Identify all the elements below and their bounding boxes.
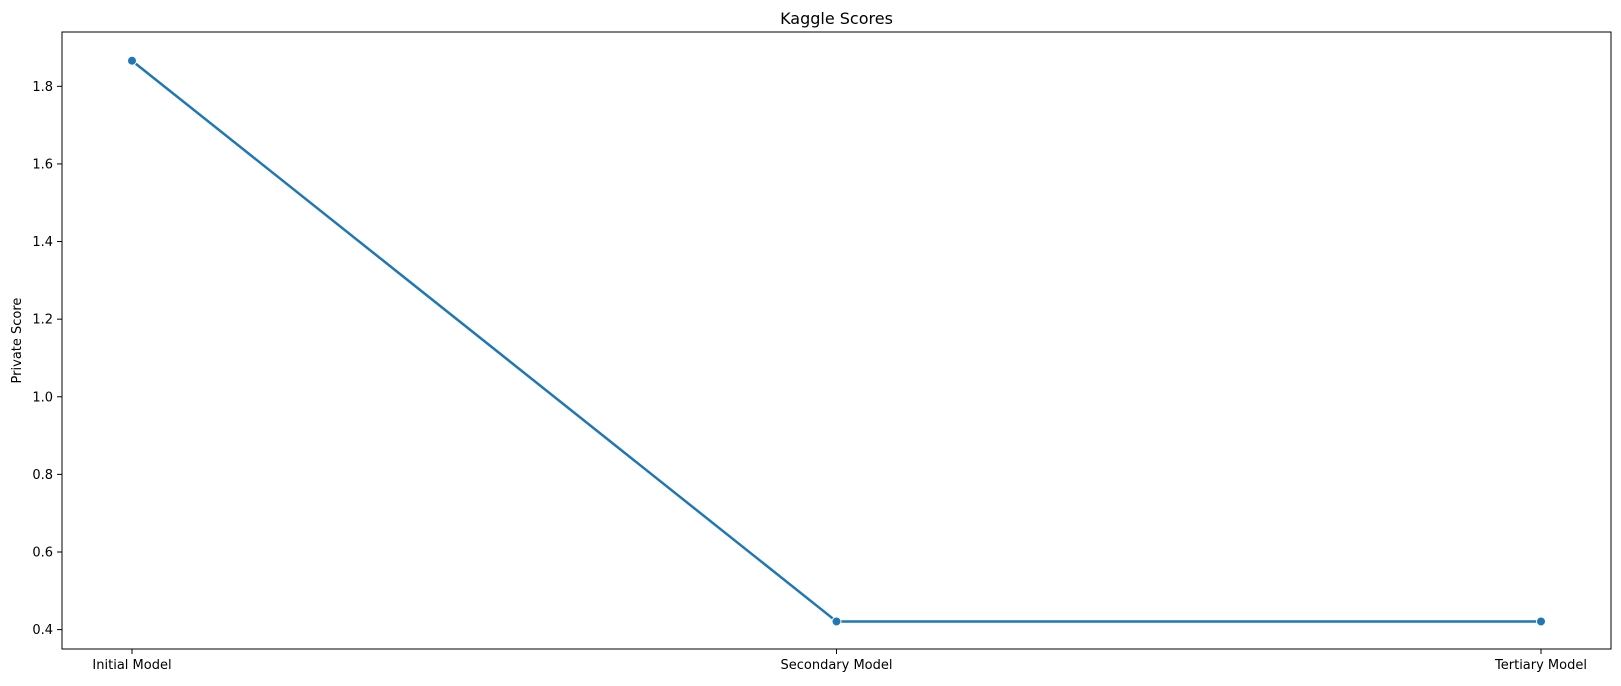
x-axis-ticks: Initial Model Secondary Model Tertiary Mod… [92, 649, 1587, 673]
y-tick-label: 1.6 [32, 157, 53, 172]
data-point [1536, 616, 1546, 627]
y-tick-label: 0.6 [32, 545, 53, 560]
x-tick-label: Tertiary Model [1494, 658, 1587, 673]
y-tick-label: 1.4 [32, 235, 53, 250]
data-point [127, 55, 137, 66]
y-tick-label: 1.0 [32, 390, 53, 405]
x-tick-label: Initial Model [92, 658, 171, 673]
series-layer [127, 55, 1546, 627]
y-tick-label: 0.8 [32, 468, 53, 483]
x-tick-label: Secondary Model [780, 658, 892, 673]
chart-title: Kaggle Scores [780, 9, 893, 28]
y-tick-label: 1.8 [32, 80, 53, 95]
y-axis-ticks: 0.4 0.6 0.8 1.0 1.2 1.4 1.6 1.8 [32, 80, 62, 638]
y-tick-label: 1.2 [32, 313, 53, 328]
data-point [831, 616, 842, 627]
y-axis-label: Private Score [10, 298, 25, 384]
plot-area [61, 31, 1612, 650]
y-tick-label: 0.4 [32, 623, 53, 638]
